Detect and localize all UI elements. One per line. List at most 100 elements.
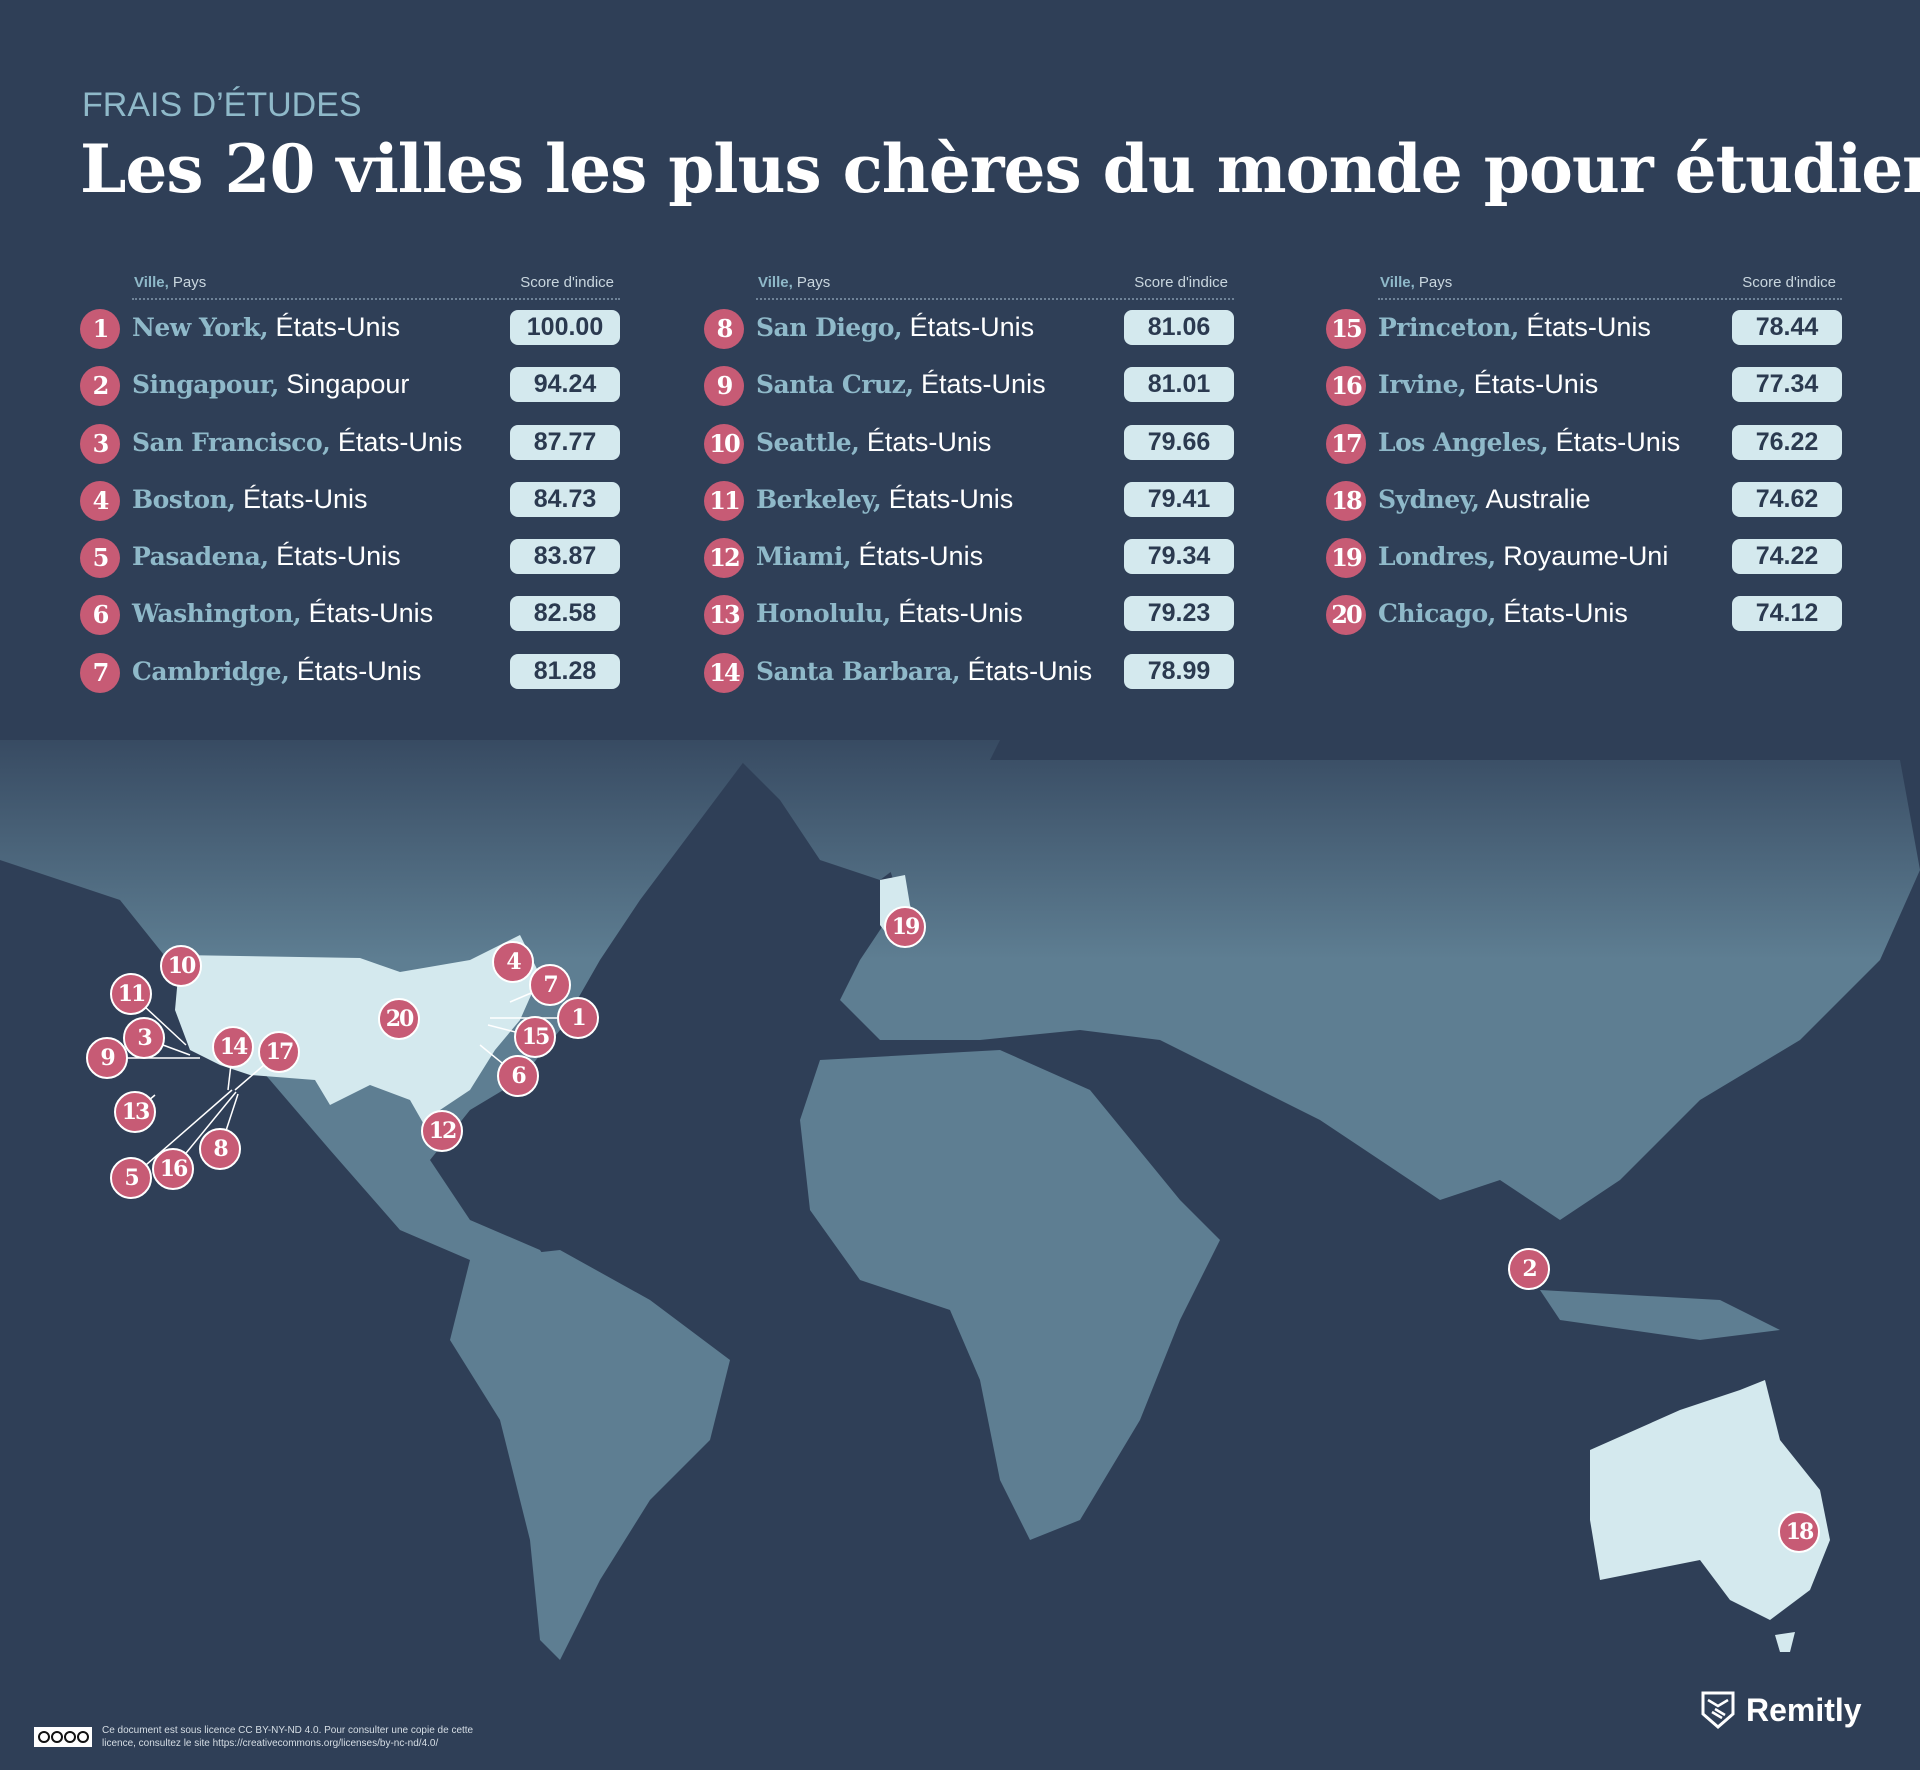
score-value: 100.00 — [510, 310, 620, 345]
ranking-column-1: Ville, Pays Score d'indice 1 New York, Ét… — [80, 270, 620, 701]
column-header: Ville, Pays Score d'indice — [132, 270, 620, 300]
section-kicker: FRAIS D’ÉTUDES — [82, 86, 362, 124]
score-value: 79.41 — [1124, 481, 1234, 517]
score-value: 74.12 — [1732, 596, 1842, 632]
map-marker[interactable]: 19 — [884, 906, 926, 948]
rank-badge: 2 — [80, 366, 120, 407]
table-row: 10 Seattle, États-Unis 79.66 — [704, 415, 1234, 472]
rank-badge: 15 — [1326, 309, 1366, 349]
map-marker[interactable]: 5 — [110, 1157, 152, 1199]
eurasia — [840, 760, 1920, 1220]
map-marker[interactable]: 11 — [110, 973, 152, 1015]
rank-badge: 10 — [704, 423, 744, 464]
map-marker[interactable]: 13 — [114, 1091, 156, 1133]
south-america — [450, 1250, 730, 1660]
city-name: Miami, — [756, 542, 852, 572]
usa — [175, 935, 540, 1135]
rank-badge: 16 — [1326, 366, 1366, 407]
country-name: États-Unis — [1466, 369, 1599, 400]
table-row: 7 Cambridge, États-Unis 81.28 — [80, 644, 620, 701]
score-value: 78.44 — [1732, 310, 1842, 345]
score-value: 81.06 — [1124, 310, 1234, 345]
map-marker[interactable]: 20 — [378, 998, 420, 1040]
map-marker[interactable]: 9 — [86, 1037, 128, 1079]
map-marker[interactable]: 1 — [557, 997, 599, 1039]
indonesia — [1540, 1290, 1780, 1340]
map-marker[interactable]: 14 — [212, 1026, 254, 1068]
city-name: Irvine, — [1378, 370, 1467, 400]
score-value: 84.73 — [510, 481, 620, 517]
map-marker[interactable]: 16 — [152, 1148, 194, 1190]
country-name: Australie — [1479, 483, 1591, 514]
rank-badge: 6 — [80, 595, 120, 636]
country-name: États-Unis — [268, 541, 401, 572]
rank-badge: 13 — [704, 595, 744, 636]
rank-badge: 11 — [704, 480, 744, 521]
rank-badge: 17 — [1326, 423, 1366, 464]
col-label-score: Score d'indice — [1742, 274, 1836, 291]
score-value: 79.34 — [1124, 539, 1234, 575]
country-name: États-Unis — [235, 483, 368, 514]
table-row: 17 Los Angeles, États-Unis 76.22 — [1326, 415, 1842, 472]
map-marker[interactable]: 15 — [514, 1016, 556, 1058]
city-name: Berkeley, — [756, 484, 882, 514]
table-row: 8 San Diego, États-Unis 81.06 — [704, 300, 1234, 357]
city-name: Pasadena, — [132, 542, 269, 572]
score-value: 78.99 — [1124, 653, 1234, 689]
rank-badge: 14 — [704, 652, 744, 693]
rank-badge: 5 — [80, 538, 120, 579]
city-name: Seattle, — [756, 427, 860, 457]
license-text: Ce document est sous licence CC BY-NY-ND… — [102, 1725, 474, 1749]
rank-badge: 1 — [80, 309, 120, 349]
score-value: 87.77 — [510, 424, 620, 460]
table-row: 3 San Francisco, États-Unis 87.77 — [80, 415, 620, 472]
table-row: 4 Boston, États-Unis 84.73 — [80, 472, 620, 529]
city-name: Los Angeles, — [1378, 427, 1549, 457]
country-name: États-Unis — [913, 369, 1046, 400]
brand-name: Remitly — [1746, 1691, 1862, 1728]
map-marker[interactable]: 17 — [258, 1031, 300, 1073]
table-row: 12 Miami, États-Unis 79.34 — [704, 529, 1234, 586]
table-row: 15 Princeton, États-Unis 78.44 — [1326, 300, 1842, 357]
city-name: Cambridge, — [132, 656, 290, 686]
score-value: 81.28 — [510, 653, 620, 689]
license-footer: Ce document est sous licence CC BY-NY-ND… — [34, 1724, 502, 1750]
table-row: 14 Santa Barbara, États-Unis 78.99 — [704, 644, 1234, 701]
remitly-logo: Remitly — [1700, 1690, 1862, 1730]
rank-badge: 3 — [80, 423, 120, 464]
map-marker[interactable]: 8 — [199, 1128, 241, 1170]
map-marker[interactable]: 10 — [160, 945, 202, 987]
col-label-score: Score d'indice — [1134, 274, 1228, 291]
rank-badge: 12 — [704, 538, 744, 579]
rank-badge: 4 — [80, 480, 120, 521]
score-value: 74.62 — [1732, 481, 1842, 517]
map-marker[interactable]: 4 — [492, 941, 534, 983]
map-marker[interactable]: 6 — [497, 1055, 539, 1097]
rank-badge: 20 — [1326, 595, 1366, 636]
city-name: San Francisco, — [132, 427, 331, 457]
table-row: 11 Berkeley, États-Unis 79.41 — [704, 472, 1234, 529]
rank-badge: 19 — [1326, 538, 1366, 579]
map-marker[interactable]: 12 — [421, 1110, 463, 1152]
score-value: 82.58 — [510, 596, 620, 632]
map-marker[interactable]: 3 — [123, 1017, 165, 1059]
score-value: 83.87 — [510, 539, 620, 575]
map-marker[interactable]: 2 — [1508, 1248, 1550, 1290]
col-label-country: Pays — [792, 274, 831, 291]
country-name: États-Unis — [881, 483, 1014, 514]
country-name: États-Unis — [902, 312, 1035, 342]
map-marker[interactable]: 7 — [529, 964, 571, 1006]
map-marker[interactable]: 18 — [1778, 1511, 1820, 1553]
page-title: Les 20 villes les plus chères du monde p… — [80, 130, 1920, 208]
rank-badge: 7 — [80, 652, 120, 693]
country-name: États-Unis — [1518, 312, 1651, 342]
city-name: Princeton, — [1378, 313, 1519, 342]
australia — [1590, 1380, 1830, 1620]
score-value: 81.01 — [1124, 367, 1234, 403]
table-row: 5 Pasadena, États-Unis 83.87 — [80, 529, 620, 586]
table-row: 9 Santa Cruz, États-Unis 81.01 — [704, 357, 1234, 414]
world-map — [0, 740, 1920, 1660]
ranking-column-2: Ville, Pays Score d'indice 8 San Diego, É… — [704, 270, 1234, 701]
city-name: New York, — [132, 313, 269, 342]
city-name: San Diego, — [756, 313, 903, 342]
